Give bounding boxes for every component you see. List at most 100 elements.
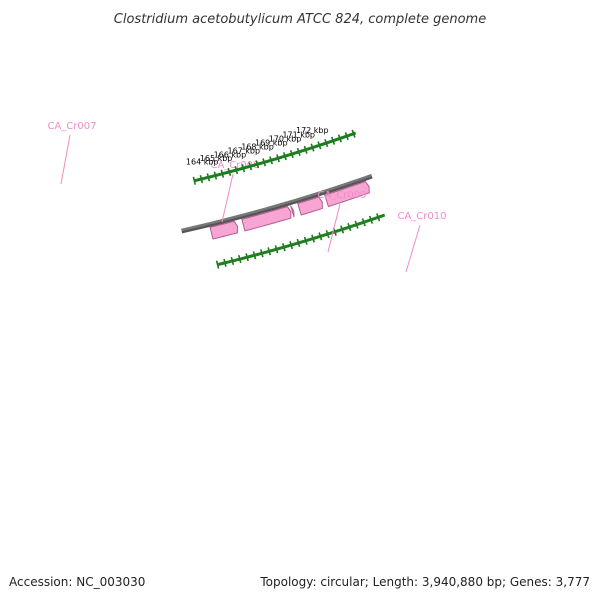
outer-tick xyxy=(361,218,366,227)
backbone-line xyxy=(181,173,372,232)
outer-tick xyxy=(289,241,294,250)
inner-tick xyxy=(241,164,246,173)
outer-tick xyxy=(257,252,261,256)
inner-tick-track xyxy=(192,129,357,185)
gene-arrow-cr010[interactable] xyxy=(324,180,370,208)
outer-tick xyxy=(339,228,342,232)
outer-tick xyxy=(230,256,235,266)
outer-tick xyxy=(353,223,357,227)
inner-tick xyxy=(220,169,225,178)
inner-tick xyxy=(349,132,353,137)
outer-tick xyxy=(358,222,361,226)
outer-tick xyxy=(337,228,341,233)
inner-tick xyxy=(287,153,291,157)
outer-tick xyxy=(260,249,264,258)
inner-tick xyxy=(217,173,220,177)
outer-tick xyxy=(359,221,363,225)
gene-leader-line xyxy=(60,134,71,185)
outer-tick xyxy=(303,239,306,243)
outer-tick xyxy=(276,247,280,251)
outer-tick xyxy=(301,239,305,244)
outer-tick xyxy=(356,222,360,226)
inner-tick xyxy=(260,161,263,165)
genome-title: Clostridium acetobutylicum ATCC 824, com… xyxy=(114,12,486,27)
outer-tick xyxy=(329,231,332,235)
outer-tick xyxy=(352,223,355,228)
inner-tick xyxy=(285,154,288,158)
outer-tick xyxy=(235,258,238,262)
gene-arrow-cr008[interactable] xyxy=(290,205,295,218)
inner-tick xyxy=(243,166,246,170)
kbp-label: 169 kbp xyxy=(255,139,288,148)
inner-tick xyxy=(314,145,317,149)
outer-tick xyxy=(252,251,257,260)
inner-tick xyxy=(257,162,260,166)
inner-tick xyxy=(198,177,202,182)
outer-tick xyxy=(308,237,312,242)
inner-tick xyxy=(226,170,230,174)
gene-leader-line xyxy=(221,173,234,223)
gene-track[interactable] xyxy=(209,180,370,240)
kbp-label: 164 kbp xyxy=(186,157,219,166)
outer-tick xyxy=(287,244,290,248)
inner-tick xyxy=(335,137,339,142)
inner-tick xyxy=(233,168,237,173)
gene-label: CA_Cr007 xyxy=(47,121,96,132)
inner-tick xyxy=(301,148,305,153)
outer-tick xyxy=(245,253,249,262)
inner-tick xyxy=(337,137,340,141)
outer-tick xyxy=(306,238,309,242)
outer-tick xyxy=(259,252,262,256)
outer-tick xyxy=(365,219,368,223)
inner-tick xyxy=(258,161,262,166)
inner-tick xyxy=(296,150,299,155)
outer-tick-track xyxy=(215,213,386,269)
inner-tick xyxy=(312,145,316,149)
inner-tick xyxy=(254,163,258,167)
inner-tick xyxy=(340,136,343,140)
kbp-label: 166 kbp xyxy=(214,150,247,159)
outer-tick xyxy=(291,242,294,247)
outer-tick xyxy=(226,260,230,264)
outer-tick xyxy=(256,252,259,257)
outer-tick xyxy=(300,240,303,244)
inner-tick xyxy=(219,172,223,176)
outer-tick xyxy=(279,246,283,250)
inner-tick xyxy=(213,171,218,180)
inner-tick xyxy=(244,165,248,170)
inner-tick xyxy=(227,167,232,176)
outer-tick xyxy=(234,258,237,262)
inner-tick xyxy=(237,167,241,171)
inner-tick xyxy=(280,155,284,159)
outer-tick xyxy=(284,245,287,249)
inner-tick xyxy=(289,152,292,157)
outer-tick xyxy=(378,215,381,219)
outer-tick xyxy=(366,219,370,223)
gene-arrow-cr007[interactable] xyxy=(241,205,292,232)
inner-tick xyxy=(218,172,221,177)
inner-tick xyxy=(337,134,342,143)
inner-tick xyxy=(269,156,273,165)
gene-arrow-cr006[interactable] xyxy=(209,220,239,240)
inner-tick xyxy=(264,160,267,164)
inner-tick xyxy=(307,147,310,151)
outer-tick xyxy=(223,258,227,267)
inner-tick xyxy=(344,134,347,139)
inner-tick xyxy=(278,156,281,160)
inner-tick xyxy=(329,140,332,144)
outer-tick xyxy=(296,238,301,248)
gene-label: CA_Cr009 xyxy=(317,190,366,201)
inner-tick xyxy=(289,150,294,159)
outer-tick xyxy=(310,237,313,241)
gene-arrow-cr009[interactable] xyxy=(297,196,323,216)
outer-tick xyxy=(351,224,354,228)
outer-tick xyxy=(374,216,377,220)
inner-tick xyxy=(282,154,285,159)
outer-tick xyxy=(381,214,384,218)
outer-tick xyxy=(250,254,253,258)
outer-tick xyxy=(229,259,233,264)
inner-tick xyxy=(326,140,329,145)
outer-tick xyxy=(316,235,319,239)
outer-tick xyxy=(240,257,243,261)
